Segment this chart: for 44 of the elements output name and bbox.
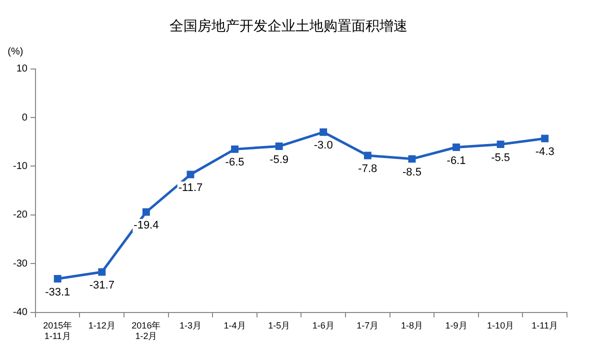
x-tick-label: 1-3月 [179, 320, 202, 330]
y-tick-label: -40 [13, 307, 28, 318]
point [54, 275, 62, 283]
data-label: -5.5 [491, 152, 510, 164]
data-label: -7.8 [358, 163, 378, 176]
data-label: -3.0 [314, 140, 333, 152]
point [231, 145, 239, 153]
y-tick-label: -10 [13, 160, 28, 172]
point [186, 170, 194, 178]
point [275, 142, 283, 150]
point [408, 155, 416, 163]
data-label: -8.5 [402, 166, 422, 178]
chart-title: 全国房地产开发企业土地购置面积增速 [170, 17, 408, 34]
data-label: -19.4 [134, 220, 159, 232]
point [541, 134, 549, 142]
y-axis-title: (%) [8, 46, 24, 58]
y-tick-label: 0 [22, 112, 28, 124]
point [142, 208, 150, 216]
data-label: -11.7 [178, 182, 203, 194]
point [98, 268, 106, 276]
x-tick-label: 1-8月 [400, 320, 423, 330]
data-label: -4.3 [535, 146, 554, 158]
y-tick-label: 10 [16, 64, 28, 75]
x-tick-label: 1-9月 [445, 320, 468, 330]
x-tick-label: 1-11月 [532, 320, 558, 330]
data-label: -6.5 [225, 156, 244, 169]
x-tick-label: 2016年 1-2月 [132, 320, 161, 342]
data-label: -33.1 [45, 286, 70, 298]
x-tick-label: 2015年 1-11月 [43, 320, 72, 342]
x-tick-label: 1-10月 [487, 320, 514, 330]
y-tick-label: -20 [13, 210, 28, 221]
x-tick-label: 1-4月 [224, 320, 246, 330]
x-tick-label: 1-5月 [268, 320, 290, 330]
data-label: -5.9 [270, 154, 289, 166]
point [320, 128, 328, 136]
point [496, 140, 504, 148]
point [364, 152, 372, 160]
data-label: -6.1 [446, 154, 466, 167]
x-tick-label: 1-7月 [356, 320, 379, 330]
x-tick-label: 1-6月 [312, 320, 334, 330]
point [452, 144, 460, 151]
data-label: -31.7 [89, 279, 114, 292]
y-tick-label: -30 [13, 258, 28, 270]
x-tick-label: 1-12月 [88, 320, 116, 330]
